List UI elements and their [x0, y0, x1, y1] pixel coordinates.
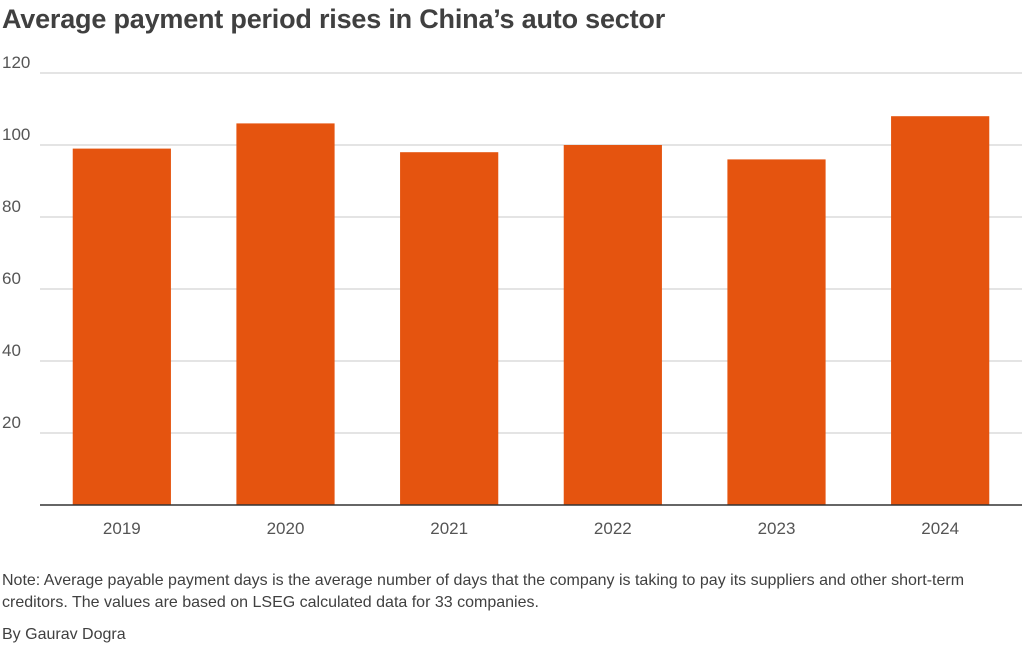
x-tick-label: 2023	[758, 519, 796, 538]
bar-chart: 20 40 60 80 100 120 2019 2020 2021 2022 2023 2024	[2, 53, 1022, 538]
y-tick-label: 80	[2, 197, 21, 216]
bar-2024	[891, 116, 990, 505]
gridlines	[40, 72, 1022, 434]
bar-2020	[236, 123, 335, 506]
chart-note: Note: Average payable payment days is th…	[2, 572, 965, 611]
x-tick-label: 2021	[430, 519, 468, 538]
byline: By Gaurav Dogra	[2, 626, 126, 643]
x-tick-label: 2019	[103, 519, 141, 538]
bar-2021	[400, 152, 499, 505]
x-tick-label: 2022	[594, 519, 632, 538]
bar-2022	[563, 145, 662, 505]
y-tick-label: 20	[2, 413, 21, 432]
x-tick-label: 2020	[267, 519, 305, 538]
axes: 20 40 60 80 100 120 2019 2020 2021 2022 2023 2024	[2, 53, 1022, 538]
x-tick-label: 2024	[921, 519, 959, 538]
bar-2023	[727, 159, 826, 505]
y-tick-label: 100	[2, 125, 30, 144]
y-tick-label: 60	[2, 269, 21, 288]
y-tick-label: 120	[2, 53, 30, 72]
y-tick-label: 40	[2, 341, 21, 360]
bar-2019	[72, 148, 171, 505]
chart-title: Average payment period rises in China’s …	[2, 4, 666, 34]
bars	[72, 116, 990, 506]
